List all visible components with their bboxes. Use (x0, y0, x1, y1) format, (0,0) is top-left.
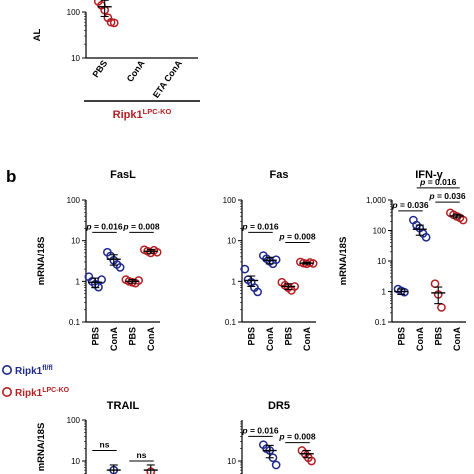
p-value-label: p = 0.036 (391, 200, 428, 210)
category-label: ConA (415, 327, 425, 351)
y-tick-label: 100 (67, 8, 81, 17)
category-label: ConA (452, 327, 462, 351)
y-axis-label: AL (32, 28, 43, 41)
data-point (430, 279, 440, 289)
legend-label-flfl: Ripk1fl/fl (15, 365, 53, 377)
category-label: ETA ConA (151, 58, 184, 100)
panel-b-label: b (6, 167, 16, 186)
chart-title: TRAIL (107, 400, 140, 412)
category-label: ConA (109, 327, 119, 351)
p-value-label: p = 0.008 (278, 432, 315, 442)
data-point (253, 287, 262, 297)
category-label: ConA (302, 327, 312, 351)
p-value-label: p = 0.008 (122, 221, 159, 231)
legend-label-ko: Ripk1LPC-KO (15, 387, 70, 399)
p-value-label: p = 0.036 (428, 191, 465, 201)
category-label: PBS (127, 327, 137, 346)
p-value-label: p = 0.016 (241, 221, 278, 231)
y-tick-label: 10 (227, 237, 236, 246)
p-value-label: p = 0.016 (241, 425, 278, 435)
y-tick-label: 1 (232, 277, 237, 286)
p-value-label: p = 0.016 (419, 177, 456, 187)
y-tick-label: 10 (71, 457, 80, 466)
chart-trail: 100 10 TRAIL mRNA/18S ns ns (36, 400, 158, 474)
data-point (421, 232, 431, 242)
y-tick-label: 10 (377, 257, 386, 266)
data-point (134, 276, 143, 285)
data-point (437, 303, 446, 312)
category-label: PBS (246, 327, 256, 346)
genotype-label: Ripk1LPC-KO (113, 107, 172, 121)
y-tick-label: 10 (227, 457, 236, 466)
y-tick-label: 100 (67, 196, 81, 205)
chart-title: IFN-γ (415, 169, 443, 181)
category-label: ConA (125, 58, 147, 84)
legend: Ripk1fl/fl Ripk1LPC-KO (2, 364, 70, 399)
data-point (152, 247, 162, 257)
y-tick-label: 10 (71, 237, 80, 246)
y-tick-label: 0.1 (69, 318, 81, 327)
chart-top: 100 10 AL PBS ConA ETA ConA (32, 0, 198, 100)
category-label: PBS (283, 327, 293, 346)
category-label: PBS (396, 327, 406, 346)
p-value-label: p = 0.008 (278, 232, 315, 242)
data-point (240, 264, 250, 274)
p-value-label: ns (137, 450, 147, 460)
chart-title: FasL (110, 169, 136, 181)
chart-fasl: 100 10 1 0.1 FasL mRNA/18S PBS ConA PBS ConA p = 0… (36, 169, 162, 351)
y-axis-label: mRNA/18S (338, 237, 349, 286)
category-label: PBS (90, 327, 100, 346)
p-value-label: p = 0.016 (85, 221, 122, 231)
y-tick-label: 0.1 (375, 318, 387, 327)
y-tick-label: 1 (382, 288, 387, 297)
data-point (97, 275, 107, 285)
data-point (115, 263, 125, 272)
data-point (271, 460, 281, 470)
legend-marker-ko (2, 386, 12, 397)
y-axis-label: mRNA/18S (36, 423, 47, 472)
y-tick-label: 1 (76, 277, 81, 286)
chart-title: Fas (270, 169, 289, 181)
y-axis-label: mRNA/18S (36, 237, 47, 286)
y-tick-label: 10 (71, 54, 80, 63)
category-label: PBS (90, 58, 109, 79)
p-value-label: ns (100, 440, 110, 450)
category-label: PBS (433, 327, 443, 346)
category-label: ConA (146, 327, 156, 351)
y-tick-label: 100 (67, 416, 81, 425)
chart-ifng: 1,000 100 10 1 0.1 IFN-γ mRNA/18S PBS ConA PBS Con… (338, 169, 468, 351)
y-tick-label: 100 (373, 227, 387, 236)
y-tick-label: 100 (223, 196, 237, 205)
data-point (109, 18, 119, 28)
chart-title: DR5 (268, 400, 290, 412)
data-point (307, 456, 316, 466)
category-label: ConA (265, 327, 275, 351)
y-tick-label: 0.1 (225, 318, 237, 327)
y-tick-label: 1,000 (366, 196, 387, 205)
legend-marker-flfl (2, 364, 12, 375)
